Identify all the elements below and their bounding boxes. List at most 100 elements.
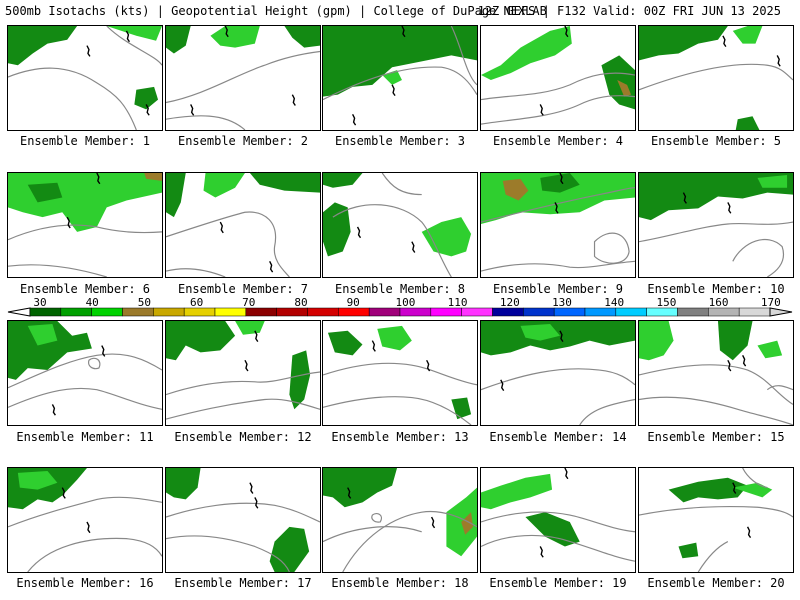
colorbar-tick-label: 140 [604,296,625,309]
coastline [559,330,564,342]
isotach-fill [323,26,477,97]
coastline [244,359,249,372]
coastline [564,26,569,38]
coastline [61,487,66,499]
coastline [66,216,71,229]
coastline [86,45,91,57]
height-contour [481,72,635,101]
isotach-fill [235,321,265,335]
colorbar-tick-label: 30 [33,296,47,309]
colorbar-segment [646,307,678,317]
ensemble-member-label: Ensemble Member: 17 [174,576,312,590]
isotach-map-svg [8,26,162,130]
colorbar-segment [492,307,524,317]
isotach-fill [8,173,162,232]
coastline [347,487,352,499]
ensemble-member-label: Ensemble Member: 20 [647,576,785,590]
colorbar-segment [738,307,771,317]
coastline [254,330,259,342]
height-contour [481,95,635,125]
coastline [51,404,56,416]
isotach-map-svg [166,173,320,277]
isotach-fill [8,26,78,66]
height-contour [481,260,635,272]
ensemble-member-map [480,172,636,278]
isotach-fill [735,116,760,130]
colorbar-arrow-right [769,307,793,317]
ensemble-member-label: Ensemble Member: 19 [489,576,627,590]
colorbar-segment [584,307,617,317]
ensemble-member-map [7,25,163,131]
ensemble-member-map [480,467,636,573]
colorbar-tick-label: 130 [552,296,572,309]
ensemble-member-label: Ensemble Member: 12 [174,430,312,444]
coastline [125,30,130,43]
height-contour [166,115,246,130]
height-contour [639,221,793,243]
colorbar-segment [214,307,247,317]
ensemble-member-map [480,320,636,426]
isotach-fill [601,55,635,110]
height-contour [166,502,320,523]
colorbar-segment [122,307,154,317]
isotach-fill [639,173,793,221]
coastline [539,546,544,558]
coastline [219,221,224,234]
ensemble-member-map [165,172,321,278]
isotach-fill [203,173,245,198]
ensemble-member-label: Ensemble Member: 13 [331,430,469,444]
colorbar-segment [29,307,62,317]
isotach-fill [210,26,260,48]
coastline [356,226,362,239]
isotach-map-svg [639,173,793,277]
isotach-fill [757,174,788,188]
height-contour [323,66,477,101]
ensemble-member-map [638,25,794,131]
height-contour [639,63,793,91]
height-contour [8,353,162,389]
ensemble-member-map [638,320,794,426]
height-contour [481,368,635,391]
coastline [727,202,732,214]
ensemble-member-label: Ensemble Member: 1 [19,134,151,148]
height-contour [166,371,320,396]
colorbar-segment [91,307,123,317]
coastline [500,379,505,392]
colorbar-segment [60,307,92,317]
coastline [732,482,737,494]
isotach-fill [166,321,236,361]
isotach-fill [327,330,363,356]
ensemble-member-label: Ensemble Member: 14 [489,430,627,444]
isotach-fill [678,542,699,559]
height-contour [106,26,162,66]
isotach-fill [27,323,58,346]
coastline [254,497,259,509]
coastline [351,113,357,126]
coastline [391,84,396,97]
colorbar-tick-label: 110 [447,296,468,309]
colorbar-segment [553,307,586,317]
height-contour [481,511,635,533]
coastline [145,104,150,116]
colorbar-tick-label: 70 [242,296,256,309]
coastline [564,468,569,480]
isotach-fill [134,86,159,110]
isotach-fill [323,202,351,257]
height-contour [8,496,162,528]
height-contour [593,232,630,264]
ensemble-member-label: Ensemble Member: 10 [647,282,785,296]
coastline [291,94,296,106]
coastline [101,345,106,357]
height-contour [166,211,290,277]
ensemble-member-label: Ensemble Member: 4 [492,134,624,148]
colorbar-segment [245,307,277,317]
isotach-fill [421,217,472,257]
colorbar-tick-label: 170 [760,296,781,309]
isotach-fill [8,321,92,380]
ensemble-member-map [638,172,794,278]
coastline [190,104,195,116]
ensemble-member-label: Ensemble Member: 18 [331,576,469,590]
colorbar-tick-label: 100 [395,296,416,309]
isotach-map-svg [323,468,477,572]
ensemble-member-label: Ensemble Member: 3 [334,134,466,148]
